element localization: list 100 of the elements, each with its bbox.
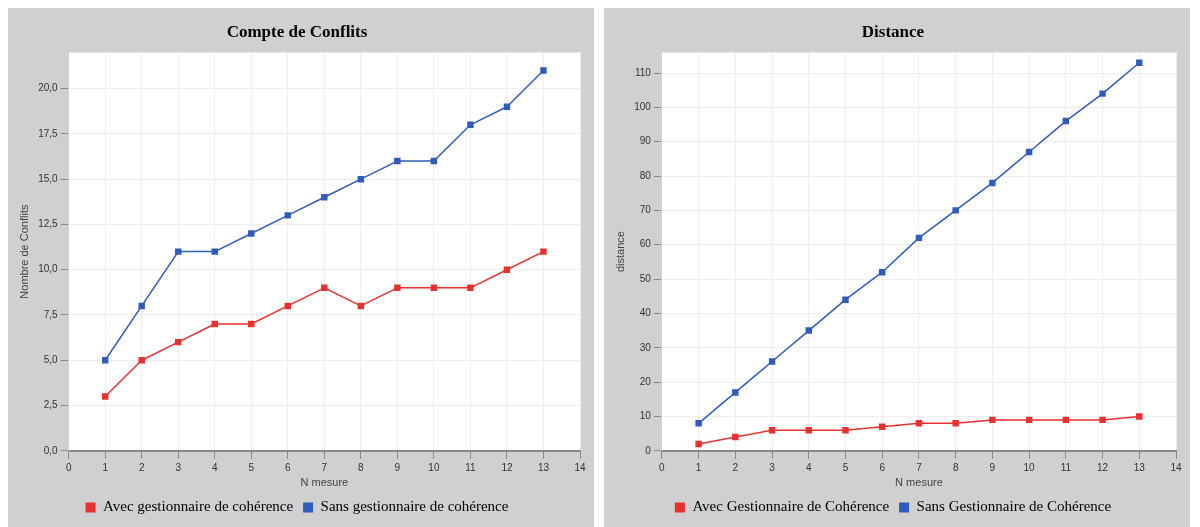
x-tick-label: 6 [879,461,886,473]
x-tick-label: 11 [465,461,477,473]
y-tick-label: 80 [639,169,652,181]
point [284,302,292,310]
x-tick-label: 0 [65,461,72,473]
point [695,420,702,427]
y-tick-label: 40 [639,307,652,319]
y-tick-label: 60 [639,238,652,250]
point [879,268,886,276]
point [321,194,328,201]
x-tick-label: 3 [769,461,776,473]
point [1062,117,1070,125]
point [248,320,255,328]
point [768,426,776,434]
y-tick-label: 30 [639,341,652,353]
x-tick-label: 4 [211,461,218,473]
x-tick-label: 1 [695,461,702,473]
point [695,440,702,448]
y-tick-label: 0 [645,444,652,456]
x-tick-label: 1 [102,461,109,473]
point [430,284,438,292]
y-tick-label: 90 [639,135,652,147]
point [284,212,292,219]
point [321,284,328,292]
point [952,420,959,427]
point [394,157,401,165]
x-tick-label: 2 [138,461,145,473]
point [175,338,182,346]
legend-label: Sans Gestionnaire de Cohérence [916,498,1112,515]
point [732,389,739,396]
x-tick-label: 5 [248,461,255,473]
point [768,358,776,365]
point [915,420,923,427]
x-tick-label: 12 [1096,461,1109,473]
point [879,423,886,430]
point [357,302,365,310]
point [138,357,145,364]
point [357,175,365,183]
x-tick-label: 14 [1170,461,1182,473]
point [1062,416,1070,424]
point [805,426,812,434]
point [394,284,401,292]
point [211,248,218,255]
point [211,320,218,328]
y-tick-label: 2,5 [43,399,59,411]
x-tick-label: 11 [1060,461,1072,473]
y-tick-label: 100 [634,101,652,113]
y-tick-label: 20,0 [38,82,59,94]
point [101,393,109,400]
chart-title: Distance [861,21,925,41]
y-tick-label: 10,0 [38,263,59,275]
point [805,327,812,334]
point [248,230,255,237]
x-tick-label: 10 [1023,461,1036,473]
x-tick-label: 13 [537,461,550,473]
x-tick-label: 9 [394,461,401,473]
y-tick-label: 7,5 [43,308,59,320]
point [138,302,145,310]
x-tick-label: 0 [659,461,666,473]
point [467,121,474,129]
point [1136,413,1143,420]
y-axis-title: distance [613,231,626,273]
point [467,284,474,292]
point [540,248,547,255]
x-tick-label: 4 [805,461,812,473]
chart-title: Compte de Conflits [226,21,368,41]
y-tick-label: 0,0 [43,444,59,456]
legend-label: Avec Gestionnaire de Cohérence [692,498,890,515]
x-tick-label: 13 [1133,461,1146,473]
point [915,234,923,242]
point [1099,416,1106,424]
point [503,266,511,273]
y-axis-title: Nombre de Conflits [17,204,30,299]
x-tick-label: 7 [321,461,328,473]
point [430,157,438,165]
legend-label: Sans gestionnaire de cohérence [320,498,509,515]
y-tick-label: 17,5 [38,127,59,139]
x-tick-label: 10 [428,461,440,473]
point [1025,416,1033,424]
y-tick-label: 15,0 [38,172,59,184]
point [1025,148,1033,156]
x-axis-title: N mesure [895,476,943,489]
x-tick-label: 14 [574,461,586,473]
x-tick-label: 6 [285,461,292,473]
point [732,433,739,441]
point [842,426,849,434]
point [175,248,182,255]
y-tick-label: 20 [639,375,652,387]
point [989,416,996,424]
x-tick-label: 8 [952,461,959,473]
x-tick-label: 7 [916,461,923,473]
point [842,296,849,303]
point [989,179,996,187]
point [101,357,109,364]
y-tick-label: 110 [634,66,652,78]
point [540,67,547,74]
x-tick-label: 3 [175,461,182,473]
x-tick-label: 12 [501,461,513,473]
point [1136,59,1143,66]
point [503,103,511,110]
